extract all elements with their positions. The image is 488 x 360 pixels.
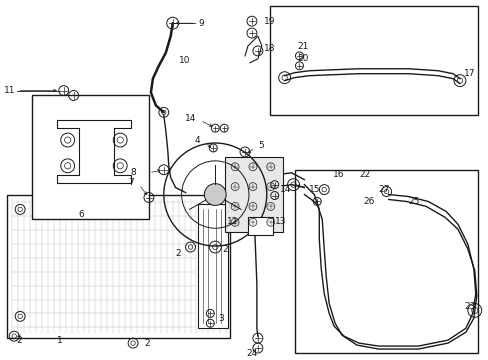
Text: 8: 8 xyxy=(130,168,136,177)
Text: 9: 9 xyxy=(198,19,204,28)
Text: 19: 19 xyxy=(263,17,275,26)
Bar xyxy=(247,217,272,235)
Bar xyxy=(198,204,228,328)
Text: 2: 2 xyxy=(16,336,22,345)
Text: 3: 3 xyxy=(218,314,224,323)
Text: 25: 25 xyxy=(407,197,419,206)
Text: 10: 10 xyxy=(178,56,190,65)
Text: 2: 2 xyxy=(222,244,227,253)
Text: 14: 14 xyxy=(279,185,290,194)
Bar xyxy=(269,6,477,115)
Text: 20: 20 xyxy=(297,54,308,63)
Text: 15: 15 xyxy=(309,185,320,194)
Bar xyxy=(225,157,282,232)
Text: 26: 26 xyxy=(363,197,374,206)
Bar xyxy=(294,170,477,353)
Text: 21: 21 xyxy=(297,42,308,51)
Text: 12: 12 xyxy=(226,217,238,226)
Text: 22: 22 xyxy=(358,170,369,179)
Text: 4: 4 xyxy=(194,136,200,145)
Circle shape xyxy=(204,184,226,206)
Text: 27: 27 xyxy=(378,185,389,194)
Bar xyxy=(7,194,230,338)
Text: 14: 14 xyxy=(185,114,196,123)
Text: 2: 2 xyxy=(175,249,180,258)
Bar xyxy=(32,95,149,219)
Text: 2: 2 xyxy=(143,339,149,348)
Text: 16: 16 xyxy=(332,170,344,179)
Text: 24: 24 xyxy=(246,348,257,357)
Text: 17: 17 xyxy=(463,69,474,78)
Text: 7: 7 xyxy=(128,178,134,187)
Text: 11: 11 xyxy=(4,86,16,95)
Text: 13: 13 xyxy=(274,217,285,226)
Text: 5: 5 xyxy=(257,141,263,150)
Text: 1: 1 xyxy=(57,336,62,345)
Text: 6: 6 xyxy=(79,210,84,219)
Text: 18: 18 xyxy=(263,44,275,53)
Text: 23: 23 xyxy=(463,302,474,311)
